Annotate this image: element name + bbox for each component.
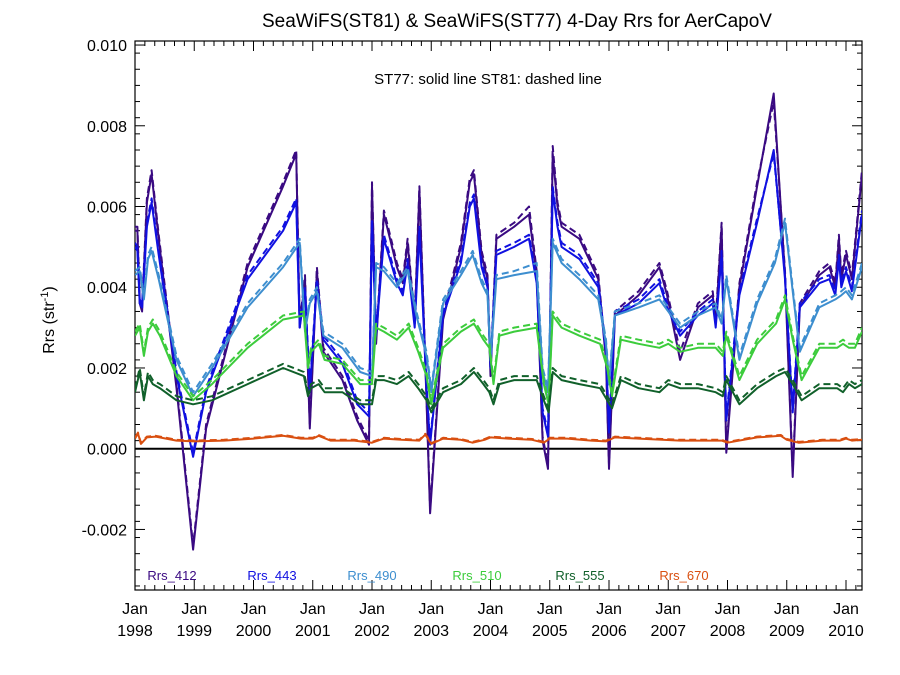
- x-tick-label-month: Jan: [241, 601, 267, 618]
- legend-entry-rrs-555: Rrs_555: [555, 568, 604, 583]
- y-axis-label-superscript: -1: [39, 292, 51, 302]
- x-tick-label-year: 1999: [176, 623, 212, 640]
- y-axis-label: Rrs (str-1): [39, 286, 58, 354]
- y-tick-label: 0.004: [87, 280, 127, 297]
- x-tick-label-year: 2007: [650, 623, 686, 640]
- legend-entry-rrs-670: Rrs_670: [659, 568, 708, 583]
- x-tick-label-year: 2002: [354, 623, 390, 640]
- series-group: [135, 92, 862, 551]
- series-line-solid-rrs-490: [135, 221, 862, 398]
- series-line-solid-rrs-670: [135, 432, 862, 445]
- y-axis-label-close: ): [41, 286, 58, 291]
- series-line-dashed-rrs-443: [135, 153, 862, 454]
- x-tick-label-year: 2009: [769, 623, 805, 640]
- y-tick-label: 0.000: [87, 442, 127, 459]
- series-line-solid-rrs-443: [135, 149, 862, 458]
- x-tick-label-month: Jan: [181, 601, 207, 618]
- y-axis-label-text: Rrs (str: [41, 301, 58, 354]
- x-tick-label-month: Jan: [122, 601, 148, 618]
- x-tick-label-year: 2010: [828, 623, 864, 640]
- x-tick-label-month: Jan: [655, 601, 681, 618]
- x-tick-label-year: 2003: [413, 623, 449, 640]
- x-tick-label-month: Jan: [300, 601, 326, 618]
- x-tick-label-year: 1998: [117, 623, 153, 640]
- series-line-solid-rrs-412: [135, 92, 862, 551]
- x-tick-label-month: Jan: [359, 601, 385, 618]
- series-line-dashed-rrs-412: [135, 100, 862, 547]
- x-tick-label-month: Jan: [537, 601, 563, 618]
- y-tick-label: 0.002: [87, 361, 127, 378]
- x-tick-label-month: Jan: [833, 601, 859, 618]
- x-tick-label-month: Jan: [774, 601, 800, 618]
- series-line-dashed-rrs-490: [135, 217, 862, 394]
- y-tick-label: 0.008: [87, 119, 127, 136]
- x-tick-label-year: 2006: [591, 623, 627, 640]
- x-tick-label-year: 2000: [236, 623, 272, 640]
- legend-entry-rrs-510: Rrs_510: [452, 568, 501, 583]
- x-tick-label-month: Jan: [478, 601, 504, 618]
- x-tick-label-month: Jan: [418, 601, 444, 618]
- y-tick-label: 0.006: [87, 200, 127, 217]
- legend-entry-rrs-443: Rrs_443: [247, 568, 296, 583]
- x-tick-label-month: Jan: [596, 601, 622, 618]
- series-line-solid-rrs-510: [135, 298, 862, 406]
- x-tick-label-month: Jan: [715, 601, 741, 618]
- chart-title: SeaWiFS(ST81) & SeaWiFS(ST77) 4-Day Rrs …: [262, 11, 772, 32]
- plot-frame: [134, 40, 863, 591]
- legend-entry-rrs-490: Rrs_490: [347, 568, 396, 583]
- x-tick-label-year: 2001: [295, 623, 331, 640]
- line-style-annotation: ST77: solid line ST81: dashed line: [374, 71, 602, 88]
- series-line-solid-rrs-555: [135, 367, 862, 414]
- plot-area: -0.002 0.000 0.002 0.004 0.006 0.008 0.010 Jan 1…: [82, 38, 864, 640]
- legend-entry-rrs-412: Rrs_412: [147, 568, 196, 583]
- x-tick-label-year: 2004: [473, 623, 509, 640]
- y-tick-label: 0.010: [87, 38, 127, 55]
- x-tick-label-year: 2008: [710, 623, 746, 640]
- y-tick-label: -0.002: [82, 522, 127, 539]
- x-tick-label-year: 2005: [532, 623, 568, 640]
- series-line-dashed-rrs-555: [135, 362, 862, 410]
